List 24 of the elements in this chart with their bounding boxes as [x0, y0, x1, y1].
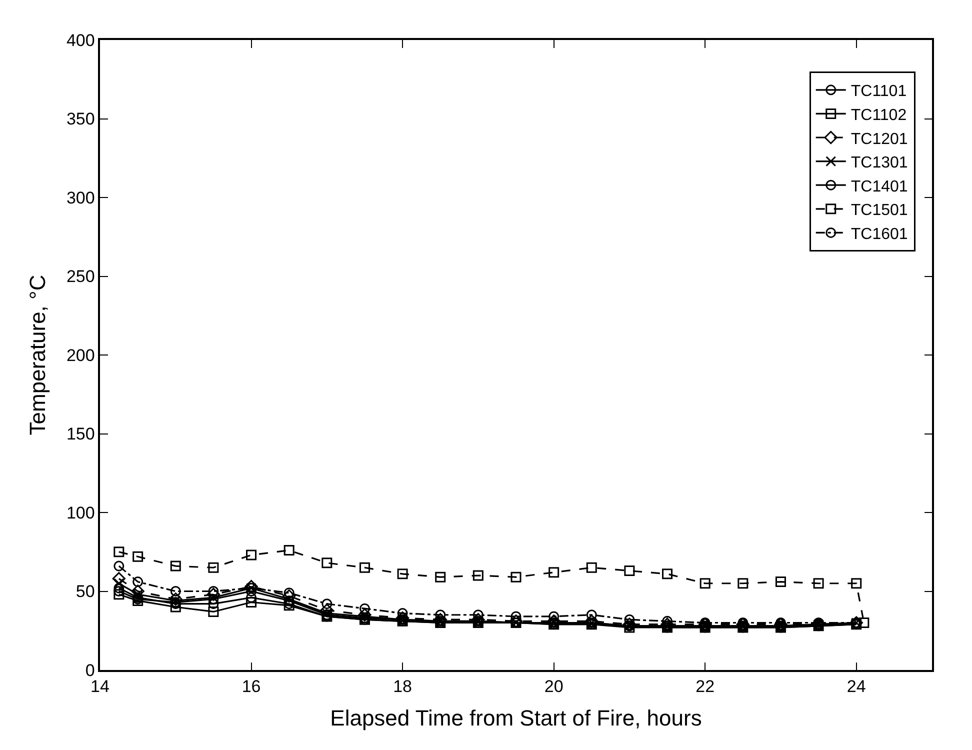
- y-tick-label: 0: [85, 660, 95, 680]
- legend-label: TC1401: [850, 178, 908, 196]
- legend-label: TC1501: [850, 202, 908, 220]
- x-tick-label: 14: [90, 677, 110, 696]
- legend-label: TC1201: [850, 130, 908, 148]
- x-tick-label: 16: [242, 677, 261, 696]
- y-tick-label: 50: [76, 582, 95, 602]
- x-axis-title: Elapsed Time from Start of Fire, hours: [330, 706, 702, 731]
- y-tick-label: 400: [66, 30, 95, 50]
- x-tick-label: 24: [846, 677, 866, 696]
- x-tick-label: 20: [544, 677, 564, 696]
- y-tick-label: 100: [66, 503, 95, 522]
- legend-label: TC1601: [850, 226, 908, 243]
- x-tick-label: 18: [393, 677, 412, 696]
- legend-label: TC1102: [850, 106, 907, 124]
- y-tick-label: 150: [66, 424, 95, 444]
- y-tick-label: 200: [66, 346, 95, 365]
- y-tick-label: 250: [66, 267, 95, 286]
- x-tick-label: 22: [696, 677, 715, 696]
- y-tick-label: 350: [66, 110, 95, 129]
- legend-label: TC1301: [850, 154, 908, 172]
- y-tick-label: 300: [66, 188, 95, 208]
- legend-label: TC1101: [850, 83, 907, 100]
- y-axis-title: Temperature, °C: [24, 274, 50, 436]
